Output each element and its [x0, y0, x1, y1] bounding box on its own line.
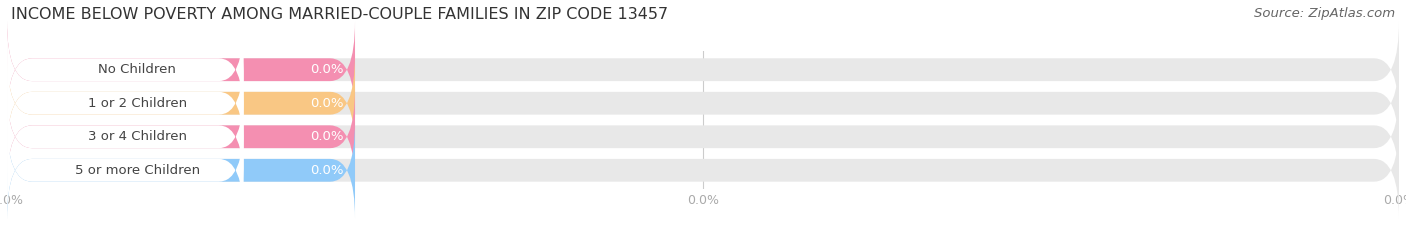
FancyBboxPatch shape	[7, 21, 354, 119]
Text: INCOME BELOW POVERTY AMONG MARRIED-COUPLE FAMILIES IN ZIP CODE 13457: INCOME BELOW POVERTY AMONG MARRIED-COUPL…	[11, 7, 668, 22]
FancyBboxPatch shape	[7, 121, 243, 219]
FancyBboxPatch shape	[7, 88, 354, 186]
FancyBboxPatch shape	[7, 88, 243, 186]
Text: 0.0%: 0.0%	[311, 97, 344, 110]
FancyBboxPatch shape	[7, 54, 243, 152]
FancyBboxPatch shape	[7, 88, 1399, 186]
FancyBboxPatch shape	[7, 121, 1399, 219]
Text: 1 or 2 Children: 1 or 2 Children	[87, 97, 187, 110]
FancyBboxPatch shape	[7, 54, 1399, 152]
Text: 0.0%: 0.0%	[311, 63, 344, 76]
FancyBboxPatch shape	[7, 54, 354, 152]
Text: 0.0%: 0.0%	[311, 164, 344, 177]
Text: 3 or 4 Children: 3 or 4 Children	[87, 130, 187, 143]
Text: No Children: No Children	[98, 63, 176, 76]
Text: 5 or more Children: 5 or more Children	[75, 164, 200, 177]
FancyBboxPatch shape	[7, 121, 354, 219]
FancyBboxPatch shape	[7, 21, 1399, 119]
Text: 0.0%: 0.0%	[311, 130, 344, 143]
Text: Source: ZipAtlas.com: Source: ZipAtlas.com	[1254, 7, 1395, 20]
FancyBboxPatch shape	[7, 21, 243, 119]
